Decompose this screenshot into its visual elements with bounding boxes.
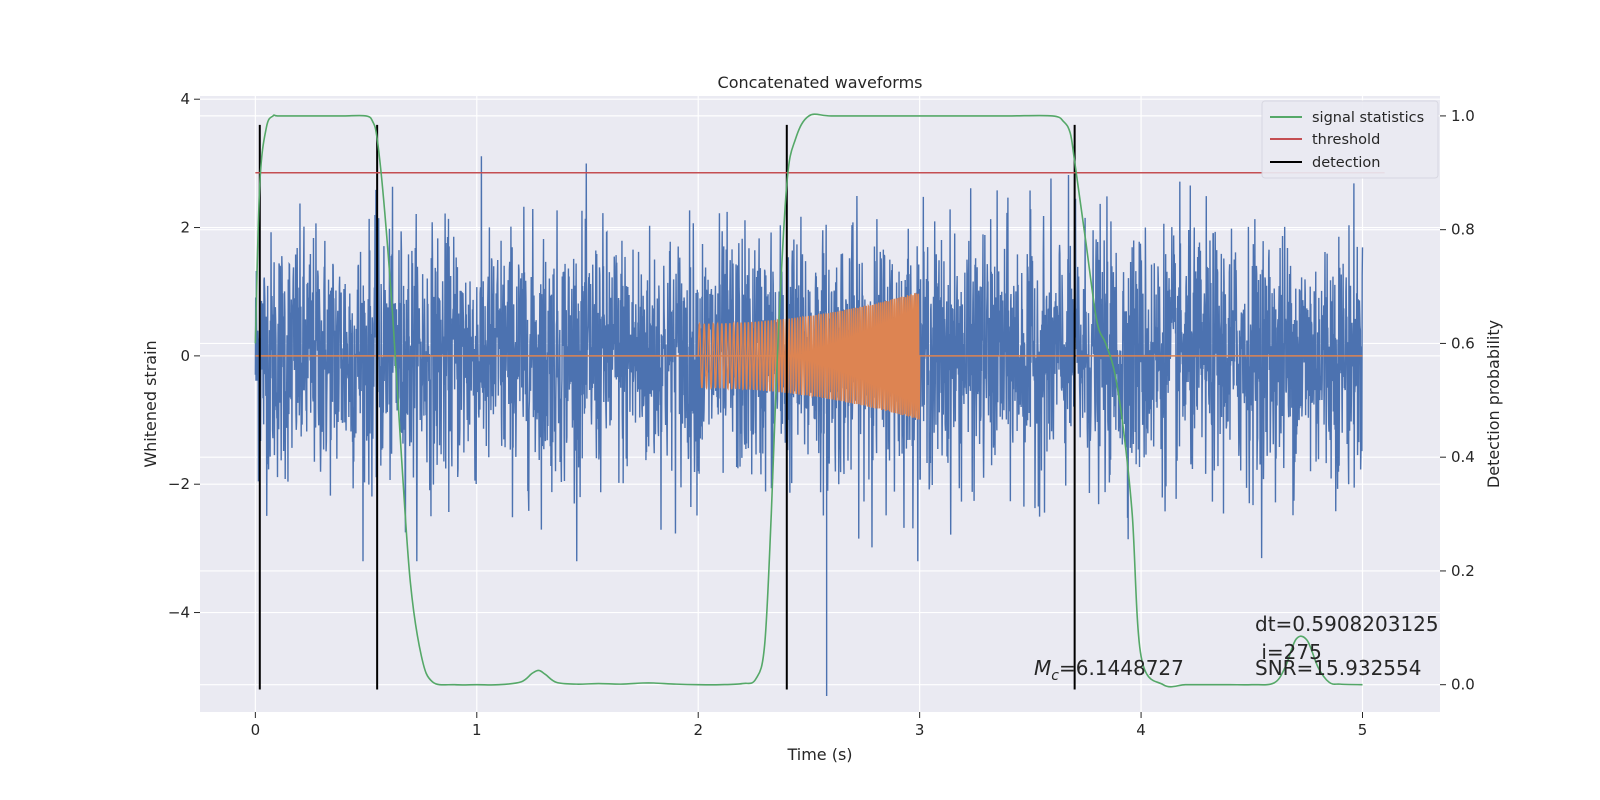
legend-box <box>1261 100 1439 179</box>
annotation-chirp-mass-subscript: c <box>1051 668 1059 684</box>
y2-tick-label: 0.2 <box>1451 562 1475 580</box>
legend-entry-signal-statistics: signal statistics <box>1312 110 1424 126</box>
y-axis-label: Whitened strain <box>141 340 160 467</box>
x-tick-label: 3 <box>915 721 925 739</box>
y-tick-label: 2 <box>180 219 190 237</box>
legend: signal statistics threshold detection <box>1261 100 1439 179</box>
y2-tick-label: 0.4 <box>1451 448 1475 466</box>
annotation-snr: SNR=15.932554 <box>1255 656 1421 680</box>
series-signal-statistics-line <box>254 113 1363 688</box>
annotation-chirp-mass: Mc=6.1448727 <box>1034 656 1184 684</box>
detection-lines <box>258 124 1076 690</box>
x-axis-label: Time (s) <box>786 745 852 764</box>
x-tick-label: 4 <box>1136 721 1146 739</box>
y-tick-label: 0 <box>180 347 190 365</box>
y2-tick-label: 0.0 <box>1451 676 1475 694</box>
y-tick-label: −2 <box>168 475 190 493</box>
x-axis-ticks: 0 1 2 3 4 5 <box>251 712 1368 739</box>
annotation-dt: dt=0.5908203125 <box>1255 612 1439 636</box>
y2-tick-label: 0.8 <box>1451 221 1475 239</box>
x-tick-label: 0 <box>251 721 261 739</box>
y-axis-ticks: −4 −2 0 2 4 <box>168 90 200 622</box>
y-tick-label: 4 <box>180 90 190 108</box>
y-tick-label: −4 <box>168 604 190 622</box>
y2-axis-label: Detection probability <box>1484 320 1503 488</box>
y2-tick-label: 0.6 <box>1451 334 1475 352</box>
x-tick-label: 5 <box>1358 721 1368 739</box>
y2-tick-label: 1.0 <box>1451 107 1475 125</box>
legend-entry-threshold: threshold <box>1312 132 1380 148</box>
annotation-chirp-mass-value: =6.1448727 <box>1059 656 1184 680</box>
legend-entry-detection: detection <box>1312 155 1380 171</box>
annotation-index: i=275 <box>1255 640 1322 664</box>
y2-axis-ticks: 0.0 0.2 0.4 0.6 0.8 1.0 <box>1440 107 1475 694</box>
annotation-chirp-mass-symbol: M <box>1034 656 1051 680</box>
chart-title: Concatenated waveforms <box>718 73 923 92</box>
plot-content <box>254 113 1385 696</box>
x-tick-label: 2 <box>693 721 703 739</box>
x-tick-label: 1 <box>472 721 482 739</box>
